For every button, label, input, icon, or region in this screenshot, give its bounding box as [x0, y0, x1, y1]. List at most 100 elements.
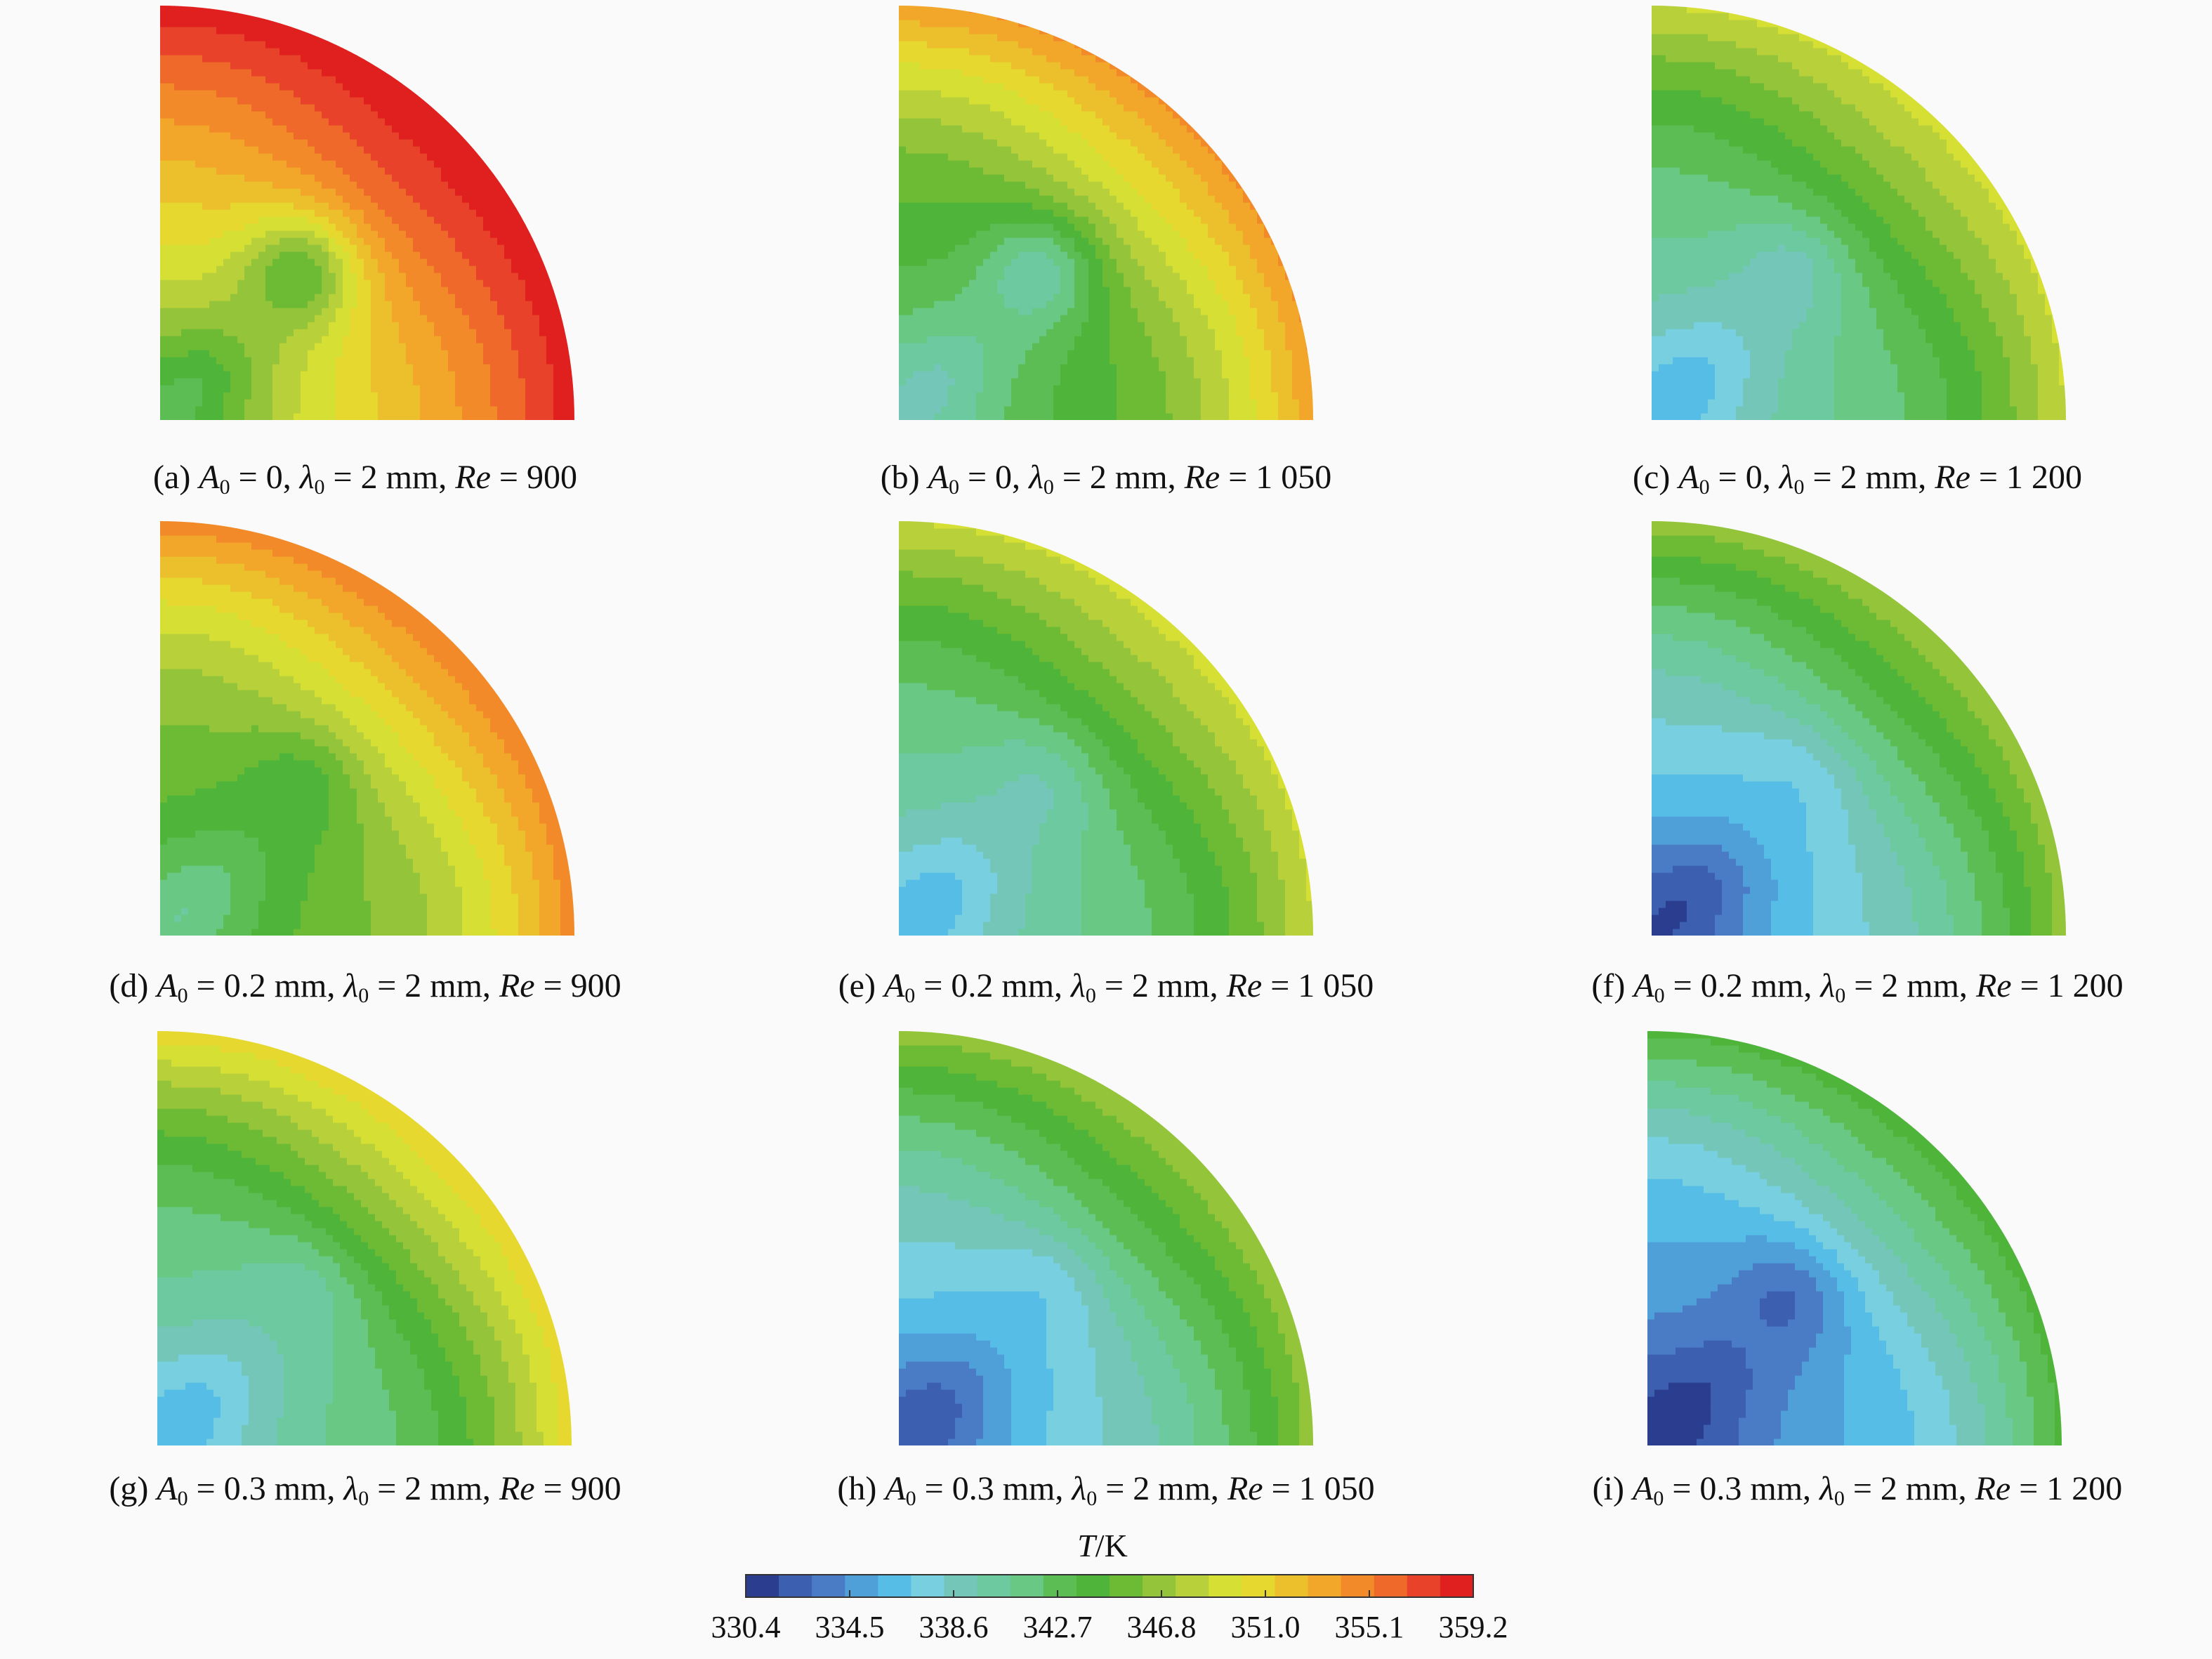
contour-cell [1124, 273, 1131, 280]
contour-cell [1060, 392, 1068, 400]
contour-cell [251, 111, 259, 119]
contour-cell [294, 27, 301, 34]
contour-cell [948, 160, 956, 168]
contour-cell [1074, 308, 1082, 315]
contour-cell [413, 160, 421, 168]
contour-cell [567, 357, 574, 365]
contour-cell [969, 315, 977, 322]
contour-cell [1194, 181, 1202, 189]
contour-cell [497, 237, 505, 245]
contour-cell [948, 329, 956, 336]
contour-cell [1011, 153, 1019, 161]
contour-cell [202, 329, 210, 336]
contour-cell [990, 265, 998, 273]
contour-cell [969, 371, 977, 379]
contour-cell [560, 392, 568, 400]
contour-cell [364, 111, 371, 119]
contour-cell [948, 364, 956, 372]
contour-cell [308, 90, 315, 98]
contour-cell [343, 153, 350, 161]
contour-cell [455, 392, 463, 400]
contour-cell [272, 153, 280, 161]
contour-cell [1046, 223, 1054, 231]
contour-cell [1053, 181, 1061, 189]
contour-cell [336, 34, 343, 41]
contour-cell [329, 167, 336, 175]
contour-cell [476, 308, 484, 315]
contour-cell [906, 378, 914, 386]
contour-cell [962, 153, 970, 161]
contour-cell [216, 336, 224, 343]
contour-cell [1088, 399, 1096, 407]
contour-cell [997, 371, 1005, 379]
contour-cell [1278, 265, 1286, 273]
contour-cell [350, 237, 357, 245]
contour-cell [1236, 237, 1244, 245]
contour-cell [399, 315, 407, 322]
contour-cell [1306, 399, 1313, 407]
contour-cell [258, 301, 266, 308]
contour-cell [294, 104, 301, 112]
contour-cell [1081, 209, 1089, 217]
contour-cell [1032, 237, 1040, 245]
contour-cell [1292, 357, 1300, 365]
contour-cell [350, 244, 357, 252]
contour-cell [448, 308, 456, 315]
contour-cell [906, 336, 914, 343]
contour-cell [195, 413, 203, 420]
contour-cell [399, 244, 407, 252]
contour-cell [962, 413, 970, 420]
contour-cell [294, 378, 301, 386]
contour-cell [434, 280, 442, 287]
contour-cell [927, 406, 935, 414]
contour-cell [343, 139, 350, 147]
contour-cell [322, 48, 329, 55]
contour-cell [1250, 273, 1258, 280]
contour-cell [181, 41, 189, 48]
contour-cell [1053, 364, 1061, 372]
contour-cell [279, 273, 287, 280]
contour-cell [181, 48, 189, 55]
contour-cell [490, 174, 498, 182]
contour-cell [279, 385, 287, 393]
contour-cell [1166, 322, 1173, 329]
contour-cell [920, 413, 928, 420]
contour-cell [1194, 301, 1202, 308]
contour-cell [399, 287, 407, 294]
contour-cell [1222, 202, 1230, 210]
contour-cell [913, 364, 921, 372]
contour-cell [1299, 385, 1307, 393]
contour-cell [301, 294, 308, 301]
contour-cell [230, 223, 238, 231]
contour-cell [560, 336, 568, 343]
contour-cell [188, 41, 196, 48]
contour-cell [237, 153, 245, 161]
contour-cell [1110, 350, 1117, 358]
contour-cell [160, 90, 168, 98]
contour-cell [1208, 280, 1216, 287]
contour-cell [941, 258, 949, 266]
contour-cell [941, 160, 949, 168]
contour-cell [308, 244, 315, 252]
contour-cell [420, 399, 428, 407]
contour-cell [1166, 265, 1173, 273]
contour-cell [997, 181, 1005, 189]
contour-cell [1053, 280, 1061, 287]
contour-cell [1152, 336, 1159, 343]
contour-cell [343, 195, 350, 203]
contour-cell [371, 195, 378, 203]
contour-cell [399, 174, 407, 182]
contour-cell [1018, 265, 1026, 273]
contour-cell [195, 230, 203, 238]
contour-cell [948, 378, 956, 386]
contour-cell [322, 146, 329, 154]
contour-cell [251, 90, 259, 98]
contour-cell [378, 209, 386, 217]
contour-cell [427, 125, 435, 133]
contour-cell [1250, 265, 1258, 273]
contour-cell [279, 413, 287, 420]
contour-cell [202, 265, 210, 273]
contour-cell [1011, 329, 1019, 336]
contour-cell [504, 336, 512, 343]
contour-cell [1124, 251, 1131, 259]
